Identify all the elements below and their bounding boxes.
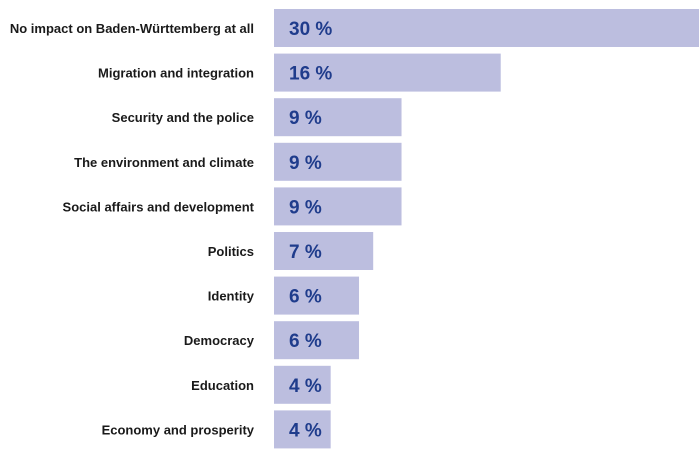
bar (274, 142, 402, 181)
category-label: No impact on Baden-Württemberg at all (10, 21, 254, 36)
bar (274, 98, 402, 137)
category-labels-group: No impact on Baden-Württemberg at all Mig… (10, 21, 255, 437)
category-label: Democracy (184, 333, 255, 348)
value-label: 7 % (289, 242, 322, 263)
bar (274, 365, 331, 404)
value-label: 30 % (289, 19, 332, 40)
category-label: Migration and integration (98, 66, 254, 81)
category-label: The environment and climate (74, 155, 254, 170)
value-label: 4 % (289, 376, 322, 397)
category-label: Education (191, 378, 254, 393)
category-label: Economy and prosperity (102, 422, 255, 437)
category-label: Social affairs and development (63, 199, 255, 214)
value-label: 6 % (289, 287, 322, 308)
bar (274, 53, 501, 92)
value-label: 9 % (289, 108, 322, 129)
value-labels-group: 30 % 16 % 9 % 9 % 9 % 7 % 6 % 6 % 4 % 4 % (289, 19, 332, 441)
bars-group (274, 9, 699, 449)
bar (274, 276, 360, 315)
bar (274, 9, 699, 47)
value-label: 9 % (289, 197, 322, 218)
value-label: 9 % (289, 153, 322, 174)
bar (274, 321, 360, 360)
bar (274, 187, 402, 226)
bar (274, 410, 331, 449)
category-label: Identity (208, 289, 255, 304)
value-label: 4 % (289, 420, 322, 441)
bar (274, 232, 374, 270)
value-label: 16 % (289, 64, 332, 85)
category-label: Politics (208, 244, 254, 259)
value-label: 6 % (289, 331, 322, 352)
category-label: Security and the police (112, 110, 254, 125)
